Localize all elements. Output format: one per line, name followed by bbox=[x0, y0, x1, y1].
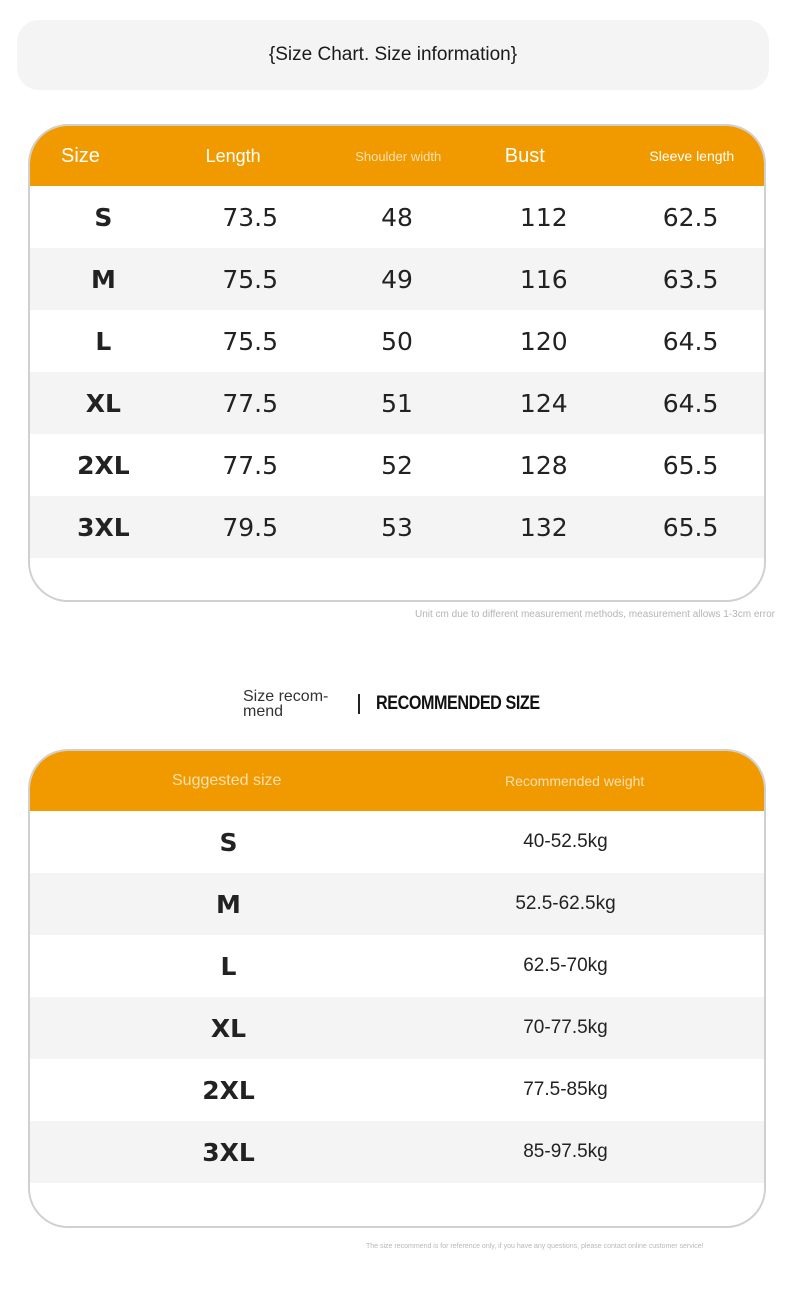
header-bust: Bust bbox=[504, 144, 545, 167]
size-cell: XL bbox=[210, 1013, 247, 1043]
header-suggested-size: Suggested size bbox=[172, 772, 282, 789]
bust-cell: 132 bbox=[519, 512, 568, 542]
header-sleeve-length: Sleeve length bbox=[649, 147, 735, 164]
reference-note: The size recommend is for reference only… bbox=[366, 1243, 704, 1250]
shoulder-cell: 53 bbox=[381, 512, 413, 542]
size-chart-body: S 73.5 48 112 62.5 M 75.5 49 116 63.5 L … bbox=[30, 186, 764, 558]
length-cell: 73.5 bbox=[222, 202, 279, 232]
shoulder-cell: 49 bbox=[381, 264, 413, 294]
table-row: M 52.5-62.5kg bbox=[30, 873, 764, 935]
table-row: 2XL 77.5 52 128 65.5 bbox=[30, 434, 764, 496]
size-cell: 3XL bbox=[202, 1137, 255, 1167]
weight-cell: 62.5-70kg bbox=[523, 955, 608, 976]
header-length: Length bbox=[205, 145, 261, 166]
length-cell: 77.5 bbox=[222, 450, 279, 480]
sleeve-cell: 65.5 bbox=[662, 512, 719, 542]
size-chart-table: Size Length Shoulder width Bust Sleeve l… bbox=[28, 124, 766, 602]
heading-divider bbox=[358, 694, 360, 714]
size-cell: 2XL bbox=[202, 1075, 255, 1105]
size-cell: L bbox=[220, 951, 237, 981]
shoulder-cell: 52 bbox=[381, 450, 413, 480]
table-row: S 73.5 48 112 62.5 bbox=[30, 186, 764, 248]
table-row: 2XL 77.5-85kg bbox=[30, 1059, 764, 1121]
table-row: XL 77.5 51 124 64.5 bbox=[30, 372, 764, 434]
size-cell: 3XL bbox=[77, 512, 130, 542]
size-cell: M bbox=[90, 264, 116, 294]
table-row: 3XL 79.5 53 132 65.5 bbox=[30, 496, 764, 558]
weight-cell: 85-97.5kg bbox=[523, 1141, 608, 1162]
weight-cell: 70-77.5kg bbox=[523, 1017, 608, 1038]
size-cell: L bbox=[95, 326, 112, 356]
sleeve-cell: 64.5 bbox=[662, 388, 719, 418]
size-cell: 2XL bbox=[77, 450, 130, 480]
measurement-note: Unit cm due to different measurement met… bbox=[415, 609, 775, 620]
size-cell: M bbox=[216, 889, 241, 919]
table-row: L 75.5 50 120 64.5 bbox=[30, 310, 764, 372]
shoulder-cell: 48 bbox=[381, 202, 413, 232]
table-row: XL 70-77.5kg bbox=[30, 997, 764, 1059]
recommend-header-row: Suggested size Recommended weight bbox=[30, 751, 764, 811]
sleeve-cell: 62.5 bbox=[662, 202, 719, 232]
sleeve-cell: 65.5 bbox=[662, 450, 719, 480]
size-cell: S bbox=[94, 202, 113, 232]
size-chart-title: {Size Chart. Size information} bbox=[17, 20, 769, 90]
size-chart-header-row: Size Length Shoulder width Bust Sleeve l… bbox=[30, 126, 764, 186]
bust-cell: 112 bbox=[519, 202, 568, 232]
sleeve-cell: 64.5 bbox=[662, 326, 719, 356]
shoulder-cell: 50 bbox=[381, 326, 413, 356]
size-cell: XL bbox=[85, 388, 121, 418]
recommended-size-table: Suggested size Recommended weight S 40-5… bbox=[28, 749, 766, 1228]
recommend-label: Size recom-mend bbox=[243, 688, 329, 720]
table-row: 3XL 85-97.5kg bbox=[30, 1121, 764, 1183]
bust-cell: 124 bbox=[519, 388, 568, 418]
table-row: L 62.5-70kg bbox=[30, 935, 764, 997]
length-cell: 75.5 bbox=[222, 326, 279, 356]
length-cell: 79.5 bbox=[222, 512, 279, 542]
bust-cell: 120 bbox=[519, 326, 568, 356]
size-cell: S bbox=[219, 827, 238, 857]
weight-cell: 52.5-62.5kg bbox=[515, 893, 616, 914]
recommend-body: S 40-52.5kg M 52.5-62.5kg L 62.5-70kg XL… bbox=[30, 811, 764, 1183]
length-cell: 75.5 bbox=[222, 264, 279, 294]
recommended-size-label: RECOMMENDED SIZE bbox=[376, 693, 540, 714]
length-cell: 77.5 bbox=[222, 388, 279, 418]
sleeve-cell: 63.5 bbox=[662, 264, 719, 294]
shoulder-cell: 51 bbox=[381, 388, 413, 418]
header-size: Size bbox=[61, 144, 100, 167]
header-recommended-weight: Recommended weight bbox=[505, 772, 645, 789]
header-shoulder-width: Shoulder width bbox=[355, 148, 442, 164]
bust-cell: 128 bbox=[519, 450, 568, 480]
weight-cell: 77.5-85kg bbox=[523, 1079, 608, 1100]
weight-cell: 40-52.5kg bbox=[523, 831, 608, 852]
recommended-size-heading: Size recom-mend RECOMMENDED SIZE bbox=[243, 688, 569, 720]
bust-cell: 116 bbox=[519, 264, 568, 294]
table-row: M 75.5 49 116 63.5 bbox=[30, 248, 764, 310]
table-row: S 40-52.5kg bbox=[30, 811, 764, 873]
